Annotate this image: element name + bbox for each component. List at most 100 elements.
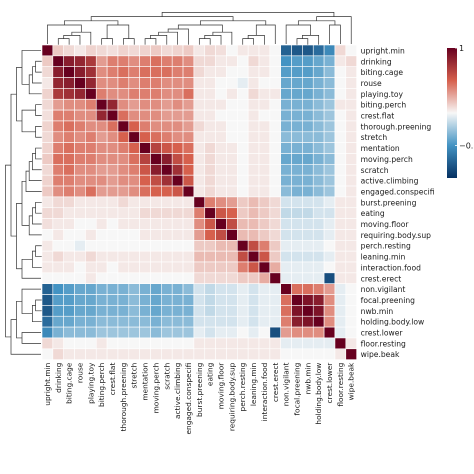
heatmap-cell	[345, 261, 357, 274]
heatmap-cell	[161, 120, 173, 133]
heatmap-cell	[171, 66, 184, 78]
heatmap-cell	[193, 153, 206, 165]
dendrogram-branch	[35, 60, 42, 73]
heatmap-cell	[63, 272, 75, 285]
heatmap-cell	[41, 250, 54, 263]
heatmap-cell	[171, 174, 184, 187]
column-label: thorough.preening	[119, 362, 128, 431]
heatmap-cell	[237, 164, 249, 176]
heatmap-cell	[52, 229, 64, 241]
heatmap-cell	[215, 272, 227, 285]
heatmap-cell	[280, 196, 292, 209]
heatmap-cell	[117, 348, 130, 360]
heatmap-cell	[269, 207, 282, 219]
heatmap-cell	[85, 88, 97, 100]
heatmap-cell	[226, 98, 238, 111]
heatmap-cell	[95, 185, 108, 198]
heatmap-cell	[52, 153, 64, 165]
heatmap-cell	[52, 109, 64, 122]
heatmap-cell	[291, 326, 303, 339]
heatmap-cell	[85, 250, 97, 263]
heatmap-cell	[280, 229, 292, 241]
row-label: upright.min	[361, 46, 405, 55]
heatmap-cell	[106, 250, 119, 263]
heatmap-cell	[323, 120, 336, 133]
dendrogram-branch	[21, 288, 41, 314]
heatmap-cell	[63, 44, 75, 57]
heatmap-cell	[150, 174, 162, 187]
heatmap-cell	[312, 348, 325, 360]
heatmap-cell	[247, 131, 260, 143]
heatmap-cell	[52, 120, 64, 133]
heatmap-cell	[323, 109, 336, 122]
heatmap-cell	[204, 98, 216, 111]
heatmap-cell	[280, 348, 292, 360]
heatmap-cell	[128, 164, 140, 176]
heatmap-cell	[63, 55, 75, 67]
heatmap-cell	[345, 283, 357, 295]
heatmap-cell	[247, 153, 260, 165]
heatmap-cell	[182, 250, 195, 263]
row-label: engaged.conspecifi	[361, 187, 435, 196]
heatmap-cell	[269, 218, 282, 230]
heatmap-cell	[258, 98, 271, 111]
row-label: moving.perch	[361, 155, 413, 164]
heatmap-cell	[139, 315, 151, 328]
heatmap-cell	[323, 131, 336, 143]
dendrogram-branch	[242, 38, 254, 45]
heatmap-cell	[139, 261, 151, 274]
heatmap-cell	[291, 185, 303, 198]
heatmap-cell	[258, 250, 271, 263]
column-label: biting.perch	[97, 362, 106, 407]
heatmap-cell	[41, 98, 54, 111]
heatmap-cell	[161, 348, 173, 360]
heatmap-cell	[237, 66, 249, 78]
heatmap-cell	[171, 207, 184, 219]
colorbar-tick-label: 1	[459, 44, 464, 53]
heatmap-cell	[74, 98, 86, 111]
heatmap-cell	[291, 66, 303, 78]
heatmap-cell	[291, 55, 303, 67]
dendrogram-branch	[57, 38, 70, 45]
heatmap-cell	[269, 88, 282, 100]
heatmap-cell	[323, 142, 336, 154]
heatmap-cell	[139, 98, 151, 111]
heatmap-cell	[139, 283, 151, 295]
heatmap-cell	[85, 348, 97, 360]
heatmap-cell	[334, 174, 347, 187]
heatmap-cell	[226, 315, 238, 328]
heatmap-cell	[204, 294, 216, 306]
heatmap-cell	[193, 174, 206, 187]
column-label: burst.preening	[195, 362, 204, 417]
heatmap-cell	[41, 164, 54, 176]
heatmap-cell	[302, 240, 314, 252]
heatmap-cell	[52, 283, 64, 295]
dendrogram-branch	[123, 38, 135, 45]
heatmap-cell	[237, 348, 249, 360]
heatmap-cell	[150, 261, 162, 274]
heatmap-cell	[161, 44, 173, 57]
heatmap-cell	[312, 283, 325, 295]
heatmap-cell	[204, 348, 216, 360]
heatmap-cell	[204, 196, 216, 209]
heatmap-cell	[269, 164, 282, 176]
heatmap-cell	[52, 185, 64, 198]
heatmap-cell	[312, 261, 325, 274]
dendrogram-branch	[10, 319, 41, 355]
heatmap-cell	[74, 294, 86, 306]
heatmap-cell	[345, 55, 357, 67]
heatmap-cell	[74, 315, 86, 328]
heatmap-cell	[63, 164, 75, 176]
heatmap-cell	[171, 185, 184, 198]
heatmap-cell	[52, 44, 64, 57]
heatmap-cell	[258, 77, 271, 89]
heatmap-cell	[193, 326, 206, 339]
heatmap-cell	[171, 283, 184, 295]
heatmap-cell	[117, 218, 130, 230]
heatmap-cell	[41, 218, 54, 230]
heatmap-cell	[237, 153, 249, 165]
column-label: eating	[206, 362, 215, 386]
heatmap-cell	[41, 305, 54, 317]
heatmap-cell	[247, 250, 260, 263]
heatmap-cell	[204, 142, 216, 154]
